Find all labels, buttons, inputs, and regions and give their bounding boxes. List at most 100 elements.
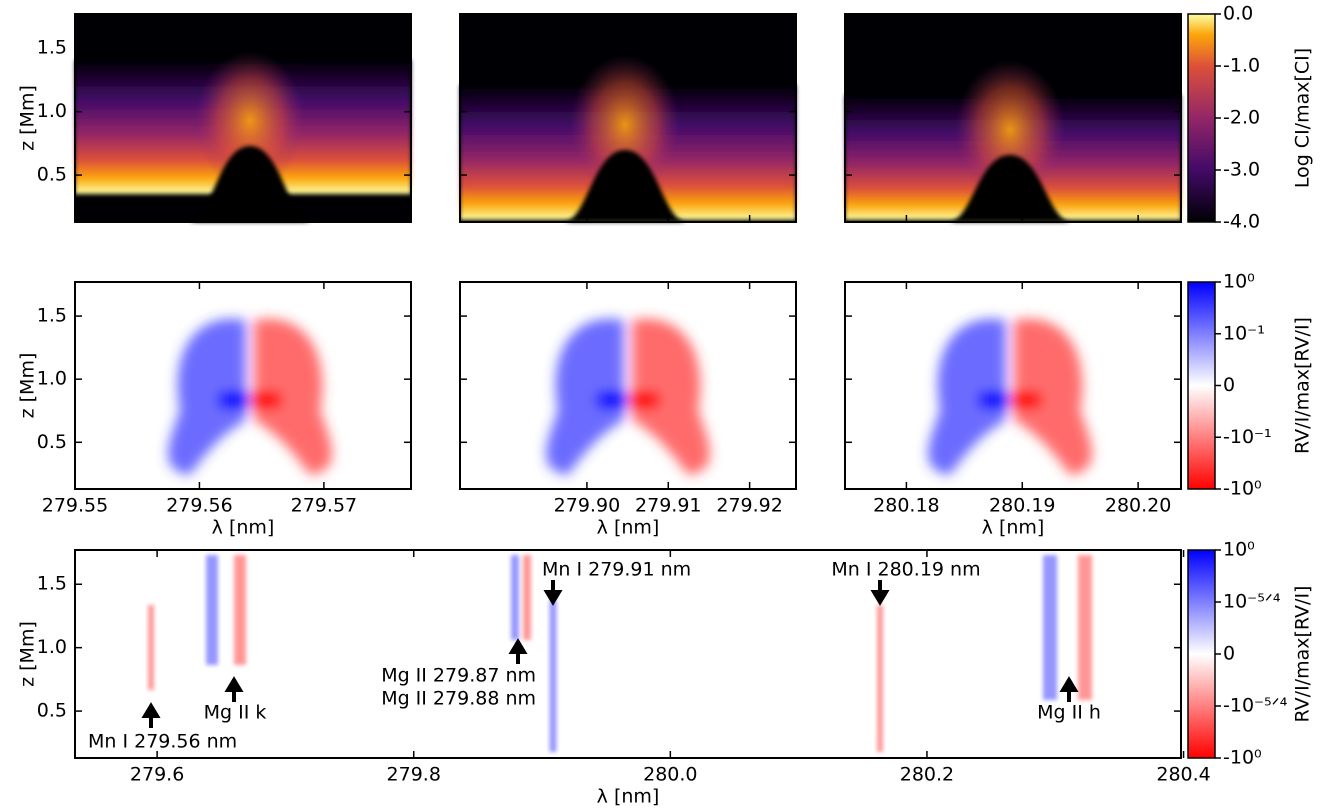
lobe — [928, 318, 1006, 475]
y-tick-label: 1.5 — [37, 305, 67, 327]
y-tick-label: 0.5 — [37, 164, 67, 186]
colorbar — [1187, 13, 1216, 223]
arrow — [141, 702, 161, 728]
axes-frame — [74, 281, 412, 490]
axes-frame — [844, 281, 1182, 490]
annotation: Mg II h — [1037, 702, 1101, 724]
heatmap-strip — [206, 555, 218, 665]
x-tick-label: 279.56 — [166, 495, 232, 517]
x-tick-label: 280.2 — [900, 764, 954, 786]
colorbar-label: RV/I/max[RV/I] — [1292, 586, 1314, 723]
x-tick-label: 280.4 — [1156, 764, 1210, 786]
annotation: Mn I 280.19 nm — [831, 559, 980, 581]
lobe — [254, 318, 332, 475]
axes-frame — [74, 13, 412, 223]
x-tick-label: 279.92 — [716, 495, 782, 517]
colorbar-tick-label: -4.0 — [1223, 211, 1260, 233]
colorbar-tick-label: 0.0 — [1223, 3, 1253, 25]
arrow — [1059, 676, 1079, 702]
colorbar-tick-label: 10⁰ — [1223, 539, 1255, 561]
heatmap-strip — [511, 555, 519, 640]
annotation: Mg II 279.87 nm — [381, 665, 536, 687]
colorbar-label: Log CI/max[CI] — [1292, 48, 1314, 188]
heatmap-hump — [948, 155, 1072, 222]
colorbar — [1187, 549, 1216, 759]
x-tick-label: 279.90 — [554, 495, 620, 517]
colorbar-tick-label: 10⁻¹ — [1223, 322, 1265, 344]
colorbar-tick-label: 10⁰ — [1223, 271, 1255, 293]
y-tick-label: 1.0 — [37, 636, 67, 658]
colorbar-tick-label: 0 — [1223, 643, 1235, 665]
y-tick-label: 1.0 — [37, 100, 67, 122]
lobe — [546, 318, 624, 475]
axes-frame — [459, 13, 797, 223]
colorbar-tick-label: 0 — [1223, 374, 1235, 396]
lobe — [1014, 318, 1092, 475]
x-tick-label: 279.6 — [130, 764, 184, 786]
heatmap-strip — [234, 555, 246, 665]
colorbar-label: RV/I/max[RV/I] — [1292, 317, 1314, 454]
y-tick-label: 1.5 — [37, 37, 67, 59]
x-tick-label: 280.20 — [1105, 495, 1171, 517]
heatmap-lobes — [168, 318, 332, 475]
arrow — [508, 638, 528, 664]
x-tick-label: 280.19 — [989, 495, 1055, 517]
colorbar-tick-label: -2.0 — [1223, 107, 1260, 129]
lobe — [1012, 393, 1040, 407]
heatmap-strip — [1078, 555, 1092, 700]
colorbar-tick-label: -1.0 — [1223, 55, 1260, 77]
colorbar-tick-label: -3.0 — [1223, 159, 1260, 181]
y-tick-label: 1.0 — [37, 368, 67, 390]
y-tick-label: 0.5 — [37, 700, 67, 722]
lobe — [630, 393, 658, 407]
x-tick-label: 280.18 — [873, 495, 939, 517]
x-axis-label: λ [nm] — [597, 786, 660, 808]
x-axis-label: λ [nm] — [982, 517, 1045, 539]
colorbar — [1187, 281, 1216, 490]
arrow — [224, 676, 244, 702]
arrow — [543, 580, 563, 606]
heatmap-glow — [570, 55, 680, 195]
heatmap-strip — [1043, 555, 1057, 700]
colorbar-tick-label: -10⁻¹ — [1223, 426, 1272, 448]
heatmap-strip — [523, 555, 531, 640]
colorbar-tick-label: -10⁰ — [1223, 747, 1262, 769]
colorbar-tick-label: 10⁻⁵ᐟ⁴ — [1223, 591, 1281, 613]
axes-frame — [844, 13, 1182, 223]
x-tick-label: 280.0 — [643, 764, 697, 786]
lobe — [168, 318, 246, 475]
axes-frame — [459, 281, 797, 490]
y-tick-label: 1.5 — [37, 573, 67, 595]
x-axis-label: λ [nm] — [212, 517, 275, 539]
heatmap-strip — [549, 600, 557, 752]
heatmap-strip — [148, 605, 154, 690]
lobe — [632, 318, 710, 475]
x-tick-label: 279.57 — [291, 495, 357, 517]
heatmap-lobes — [928, 318, 1092, 475]
y-axis-label: z [Mm] — [17, 85, 39, 151]
heatmap-hump — [188, 146, 312, 222]
lobe — [220, 393, 248, 407]
heatmap-glow — [195, 51, 305, 191]
y-axis-label: z [Mm] — [17, 353, 39, 419]
annotation: Mg II 279.88 nm — [381, 688, 536, 710]
x-tick-label: 279.8 — [387, 764, 441, 786]
x-tick-label: 279.91 — [635, 495, 701, 517]
y-tick-label: 0.5 — [37, 431, 67, 453]
axes-frame — [74, 549, 1182, 759]
annotation: Mg II k — [204, 702, 267, 724]
heatmap-hump — [563, 150, 687, 222]
lobe — [980, 393, 1008, 407]
x-tick-label: 279.55 — [42, 495, 108, 517]
heatmaps — [75, 14, 1181, 752]
heatmap-glow — [955, 60, 1065, 200]
arrow — [870, 580, 890, 606]
annotations: Mn I 279.56 nm Mg II k Mg II 279.87 nm M… — [88, 559, 1101, 753]
x-axis-label: λ [nm] — [597, 517, 660, 539]
annotation: Mn I 279.56 nm — [88, 731, 237, 753]
colorbar-tick-label: -10⁻⁵ᐟ⁴ — [1223, 695, 1288, 717]
heatmap-lobes — [546, 318, 710, 475]
annotation: Mn I 279.91 nm — [542, 559, 691, 581]
colorbar-tick-label: -10⁰ — [1223, 478, 1262, 500]
